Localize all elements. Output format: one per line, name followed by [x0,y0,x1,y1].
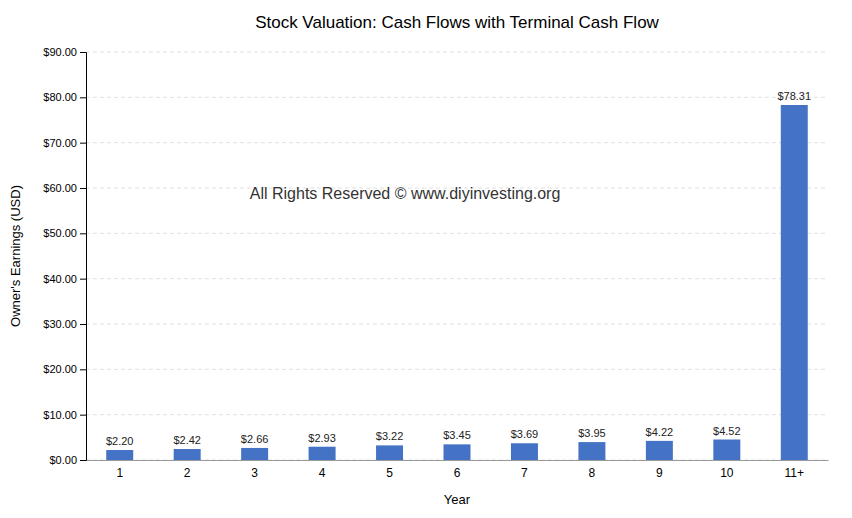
tick: $30.00 [43,318,86,330]
grid-line [86,369,828,370]
tick-label: $50.00 [43,227,77,239]
bar [713,440,740,460]
grid [86,52,828,460]
tick: $80.00 [43,91,86,103]
tick: $40.00 [43,273,86,285]
tick: 4 [319,460,326,480]
bar [511,443,538,460]
tick-label: $0.00 [49,454,77,466]
data-label: $2.93 [308,432,336,444]
bar [241,448,268,460]
bar [174,449,201,460]
data-labels: $2.20 $2.42 $2.66 $2.93 $3.22 $3.45 $3.69 $3.95… [106,90,811,447]
tick: $10.00 [43,409,86,421]
grid-line [86,142,828,143]
data-label: $78.31 [777,90,811,102]
axis-line [80,53,87,461]
grid-line [86,278,828,279]
data-label: $2.42 [173,434,201,446]
tick-label: 4 [319,466,326,480]
tick: 7 [521,460,528,480]
plot: 1 2 3 4 5 6 7 8 9 10 11+ $0.00 $10.00 $20.00 $30.00 $40… [43,46,828,480]
tick-label: 9 [656,466,663,480]
bars [106,105,808,460]
bar [106,450,133,460]
chart: 1 2 3 4 5 6 7 8 9 10 11+ $0.00 $10.00 $20.00 $30.00 $40… [0,0,852,518]
data-label: $3.95 [578,427,606,439]
grid-line [86,324,828,325]
x-axis-title: Year [444,492,471,507]
tick-label: 5 [386,466,393,480]
tick-line [80,415,86,416]
bar [578,442,605,460]
data-label: $3.45 [443,429,471,441]
tick-label: 10 [720,466,734,480]
x-axis: 1 2 3 4 5 6 7 8 9 10 11+ [87,460,829,480]
data-label: $2.66 [241,433,269,445]
tick: $70.00 [43,137,86,149]
y-axis-title: Owner's Earnings (USD) [8,185,23,327]
data-label: $3.69 [511,428,539,440]
tick: $20.00 [43,363,86,375]
grid-line [86,233,828,234]
tick-line [80,143,86,144]
tick-label: $80.00 [43,91,77,103]
tick-label: 2 [184,466,191,480]
y-axis: $0.00 $10.00 $20.00 $30.00 $40.00 $50.00 $60.0… [43,46,86,466]
tick: 1 [116,460,123,480]
grid-line [86,52,828,53]
bar [646,441,673,460]
grid-line [86,414,828,415]
tick: $60.00 [43,182,86,194]
bar [444,444,471,460]
tick-line [80,52,86,53]
tick: 8 [589,460,596,480]
tick: 6 [454,460,461,480]
data-label: $2.20 [106,435,134,447]
bar [781,105,808,460]
grid-line [86,97,828,98]
tick-line [80,460,86,461]
tick-label: $10.00 [43,409,77,421]
tick-line [80,97,86,98]
tick: $50.00 [43,227,86,239]
tick: 9 [656,460,663,480]
tick-label: $30.00 [43,318,77,330]
tick-label: 1 [116,466,123,480]
tick: 11+ [785,460,804,480]
tick-line [80,369,86,370]
tick-label: 6 [454,466,461,480]
tick-label: $40.00 [43,273,77,285]
tick-line [80,188,86,189]
data-label: $4.52 [713,425,741,437]
tick: $90.00 [43,46,86,58]
tick-label: $20.00 [43,363,77,375]
tick-label: $60.00 [43,182,77,194]
tick: 5 [386,460,393,480]
tick: 10 [720,460,734,480]
tick: 2 [184,460,191,480]
data-label: $4.22 [646,426,674,438]
tick-label: 7 [521,466,528,480]
tick: 3 [251,460,258,480]
tick-label: $70.00 [43,137,77,149]
annotations: All Rights Reserved © www.diyinvesting.o… [250,185,561,202]
bar [376,445,403,460]
data-label: $3.22 [376,430,404,442]
tick-line [80,279,86,280]
tick-label: 11+ [785,466,804,480]
tick-label: 3 [251,466,258,480]
title: Stock Valuation: Cash Flows with Termina… [255,13,659,32]
annotation: All Rights Reserved © www.diyinvesting.o… [250,185,561,202]
bar [309,447,336,460]
tick-label: 8 [589,466,596,480]
axis-line [87,460,829,461]
tick: $0.00 [49,454,86,466]
tick-line [80,324,86,325]
tick-label: $90.00 [43,46,77,58]
tick-line [80,233,86,234]
